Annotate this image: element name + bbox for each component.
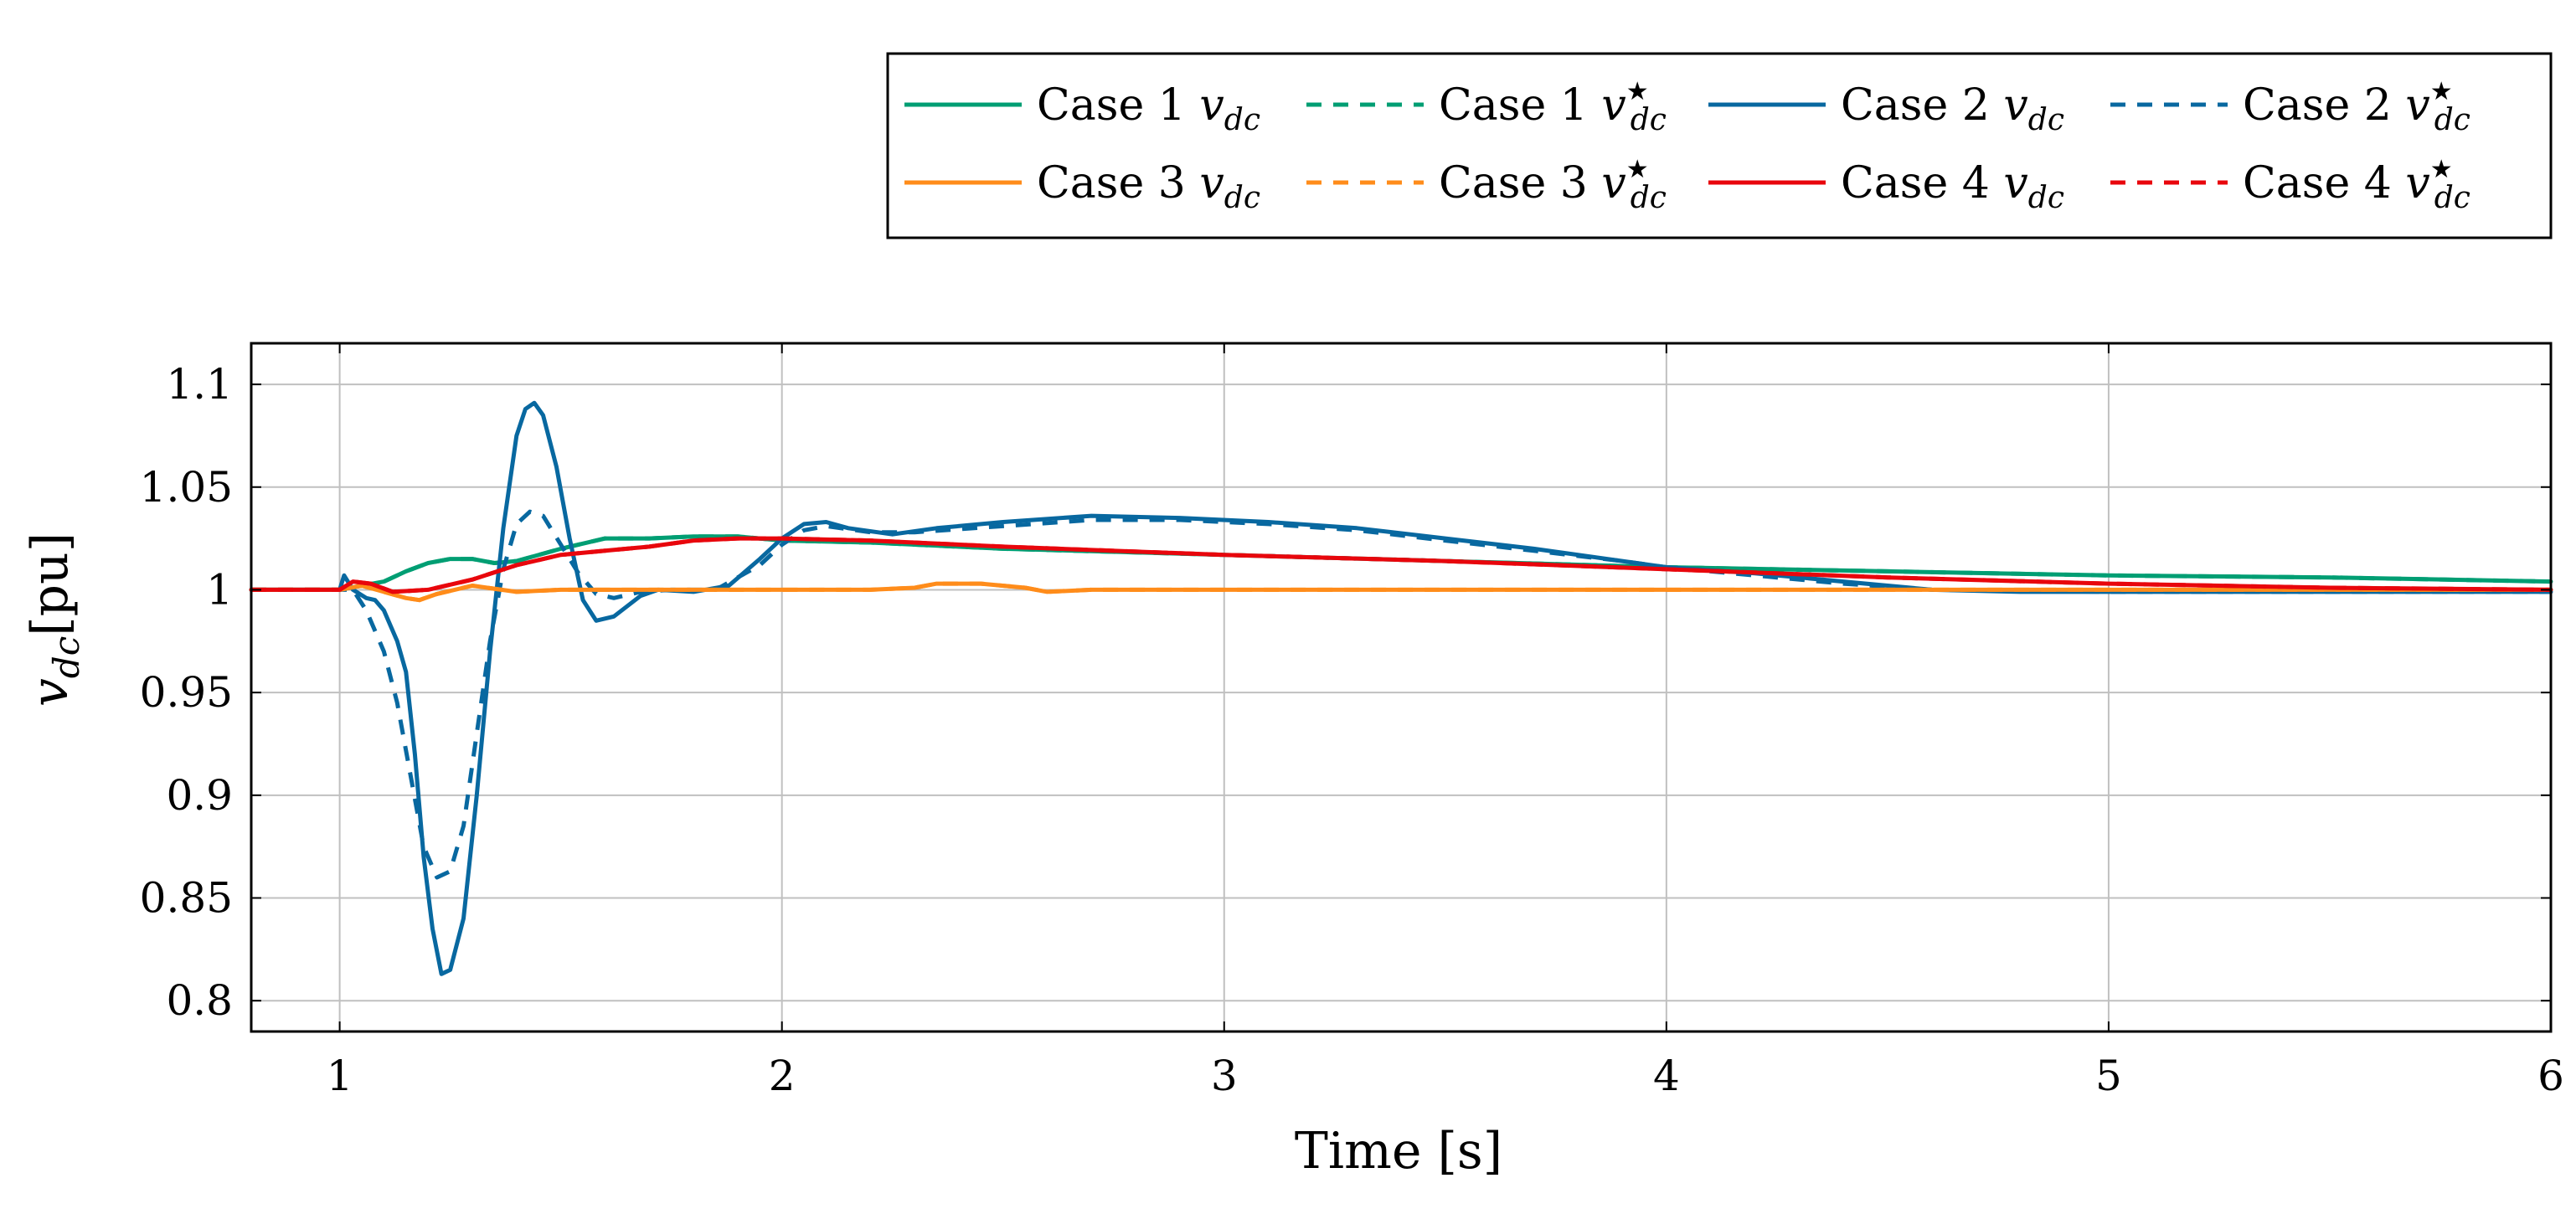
legend-label-1: Case 1 vdc (1037, 80, 1260, 137)
legend-label-7: Case 4 vdc (1841, 158, 2064, 215)
y-axis-title: vdc[pu] (21, 532, 87, 707)
series-line-6 (251, 581, 2551, 603)
series-line-3 (249, 400, 2553, 976)
y-axis-title-var: v (21, 678, 80, 707)
x-tick-label: 1 (327, 1052, 353, 1100)
x-tick-label: 2 (769, 1052, 796, 1100)
y-tick-label: 0.9 (166, 771, 233, 820)
legend-label-2: Case 1 v★ dc (1439, 77, 1667, 137)
y-tick-label: 0.95 (140, 668, 233, 717)
y-tick-label: 1.05 (140, 463, 233, 512)
x-tick-label: 3 (1211, 1052, 1238, 1100)
y-tick-label: 0.8 (166, 976, 233, 1025)
legend-label-8: Case 4 v★ dc (2243, 155, 2470, 215)
axis-ticks: 1 2 3 4 5 6 0.8 0.85 0.9 0.95 1 1.05 1.1 (140, 343, 2564, 1100)
series-lines (249, 400, 2553, 976)
x-tick-label: 5 (2095, 1052, 2122, 1100)
legend-label-6: Case 3 v★ dc (1439, 155, 1667, 215)
legend-label-4: Case 2 v★ dc (2243, 77, 2470, 137)
legend-label-3: Case 2 vdc (1841, 80, 2064, 137)
x-tick-label: 4 (1653, 1052, 1680, 1100)
x-axis-title: Time [s] (1295, 1122, 1502, 1181)
x-tick-label: 6 (2537, 1052, 2564, 1100)
y-tick-label: 1 (206, 565, 233, 614)
series-line-8 (251, 536, 2552, 594)
y-tick-label: 1.1 (166, 360, 233, 409)
y-axis-title-unit: [pu] (21, 532, 80, 636)
y-tick-label: 0.85 (140, 874, 233, 923)
legend-frame (886, 52, 2553, 239)
series-line-4 (251, 509, 2551, 880)
y-axis-title-sub: dc (46, 636, 87, 678)
legend: Case 1 vdc Case 1 v★ dc Case 2 vdc Case 2 v★… (886, 52, 2553, 239)
legend-label-5: Case 3 vdc (1037, 158, 1260, 215)
plot-frame (250, 342, 2553, 1033)
